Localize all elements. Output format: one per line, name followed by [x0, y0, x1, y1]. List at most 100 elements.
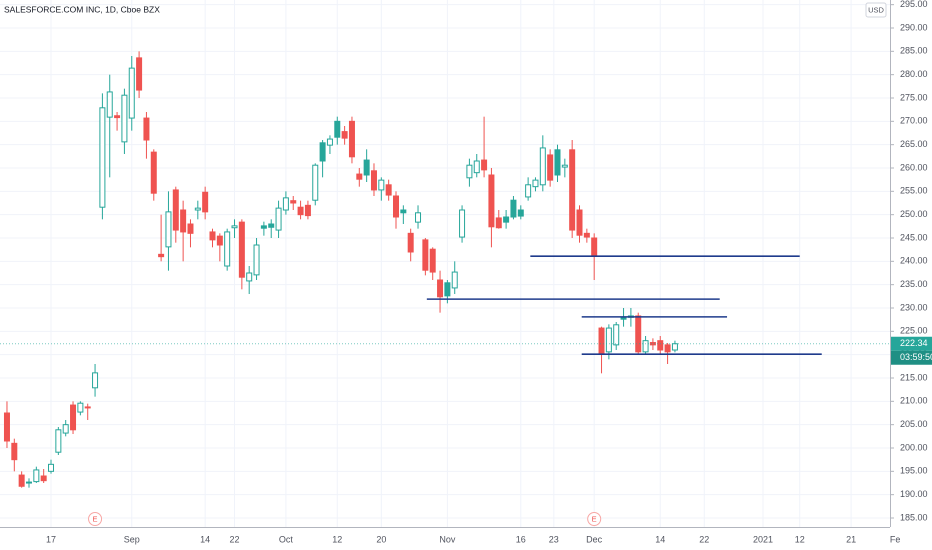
candle-body: [664, 344, 671, 353]
candle-body: [444, 282, 451, 297]
candle-body: [187, 223, 194, 234]
candle-body: [48, 463, 55, 472]
candle-body: [150, 151, 157, 194]
candle-body: [70, 404, 77, 431]
candle-body: [635, 315, 642, 353]
candle-body: [517, 209, 524, 217]
candle-body: [466, 164, 473, 179]
y-tick-label: 235.00: [900, 279, 928, 289]
candle-body: [576, 209, 583, 236]
currency-label: USD: [868, 5, 884, 14]
y-tick-label: 265.00: [900, 139, 928, 149]
candle-body: [246, 272, 253, 282]
candle-body: [18, 474, 25, 487]
candle-body: [503, 216, 510, 223]
candle-body: [451, 271, 458, 289]
y-tick-label: 230.00: [900, 302, 928, 312]
last-price-label: 222.34: [900, 338, 928, 348]
x-tick-label: 14: [200, 534, 210, 544]
y-tick-label: 240.00: [900, 256, 928, 266]
candle-body: [348, 120, 355, 158]
candle-body: [481, 159, 488, 171]
y-tick-label: 255.00: [900, 186, 928, 196]
candle-body: [106, 91, 113, 118]
candle-body: [591, 237, 598, 257]
x-tick-label: Oct: [279, 534, 294, 544]
candle-body: [121, 94, 128, 143]
currency-badge[interactable]: [865, 2, 887, 18]
candle-body: [429, 248, 436, 273]
y-tick-label: 295.00: [900, 0, 928, 9]
candle-body: [33, 469, 40, 483]
candle-body: [649, 342, 656, 346]
x-tick-label: Dec: [586, 534, 603, 544]
candle-body: [231, 225, 238, 229]
x-tick-label: 22: [699, 534, 709, 544]
x-tick-label: 2021: [753, 534, 773, 544]
candle-body: [539, 147, 546, 186]
countdown-label: 03:59:50: [900, 352, 932, 362]
candle-body: [488, 174, 495, 228]
candle-body: [165, 211, 172, 248]
y-tick-label: 260.00: [900, 162, 928, 172]
x-tick-label: Nov: [439, 534, 456, 544]
candle-body: [128, 67, 135, 119]
x-tick-label: 12: [332, 534, 342, 544]
candle-body: [378, 179, 385, 191]
candle-body: [657, 340, 664, 351]
y-tick-label: 210.00: [900, 396, 928, 406]
chart-title: SALESFORCE.COM INC, 1D, Cboe BZX: [4, 4, 160, 14]
candle-body: [407, 232, 414, 253]
candle-body: [605, 327, 612, 353]
candle-body: [268, 223, 275, 228]
candle-body: [598, 327, 605, 355]
candle-body: [356, 173, 363, 180]
candle-body: [224, 231, 231, 267]
candle-body: [385, 184, 392, 196]
last-price-box: [891, 336, 932, 351]
x-tick-label: 17: [46, 534, 56, 544]
x-tick-label: 14: [655, 534, 665, 544]
candle-body: [532, 179, 539, 188]
candle-body: [415, 212, 422, 223]
candle-body: [25, 481, 32, 484]
candle-body: [525, 184, 532, 198]
candle-body: [569, 149, 576, 231]
candle-body: [55, 429, 62, 453]
earnings-label: E: [592, 514, 597, 523]
candle-body: [642, 340, 649, 353]
candle-body: [3, 412, 10, 442]
countdown-box: [891, 350, 932, 365]
candle-body: [304, 204, 311, 217]
candle-body: [400, 209, 407, 214]
candle-body: [136, 57, 143, 91]
candle-body: [209, 231, 216, 241]
axes: 185.00 190.00 195.00 200.00 205.00 210.00 215.…: [46, 0, 932, 544]
candle-body: [341, 131, 348, 139]
candle-body: [312, 164, 319, 201]
earnings-marker: [88, 512, 103, 526]
candle-body: [253, 244, 260, 276]
candle-body: [194, 207, 201, 211]
candle-body: [77, 402, 84, 413]
candle-body: [297, 206, 304, 216]
candle-body: [459, 209, 466, 238]
candle-body: [40, 475, 47, 482]
y-tick-label: 215.00: [900, 372, 928, 382]
candle-body: [363, 159, 370, 176]
candle-body: [180, 209, 187, 233]
candle-body: [216, 235, 223, 246]
candle-body: [92, 372, 99, 389]
y-tick-label: 285.00: [900, 46, 928, 56]
y-tick-label: 200.00: [900, 442, 928, 452]
candle-body: [114, 115, 121, 119]
x-tick-label: 20: [376, 534, 386, 544]
y-tick-label: 185.00: [900, 512, 928, 522]
candle-body: [437, 279, 444, 298]
candle-body: [238, 221, 245, 278]
candle-body: [510, 199, 517, 218]
x-tick-label: Sep: [124, 534, 140, 544]
